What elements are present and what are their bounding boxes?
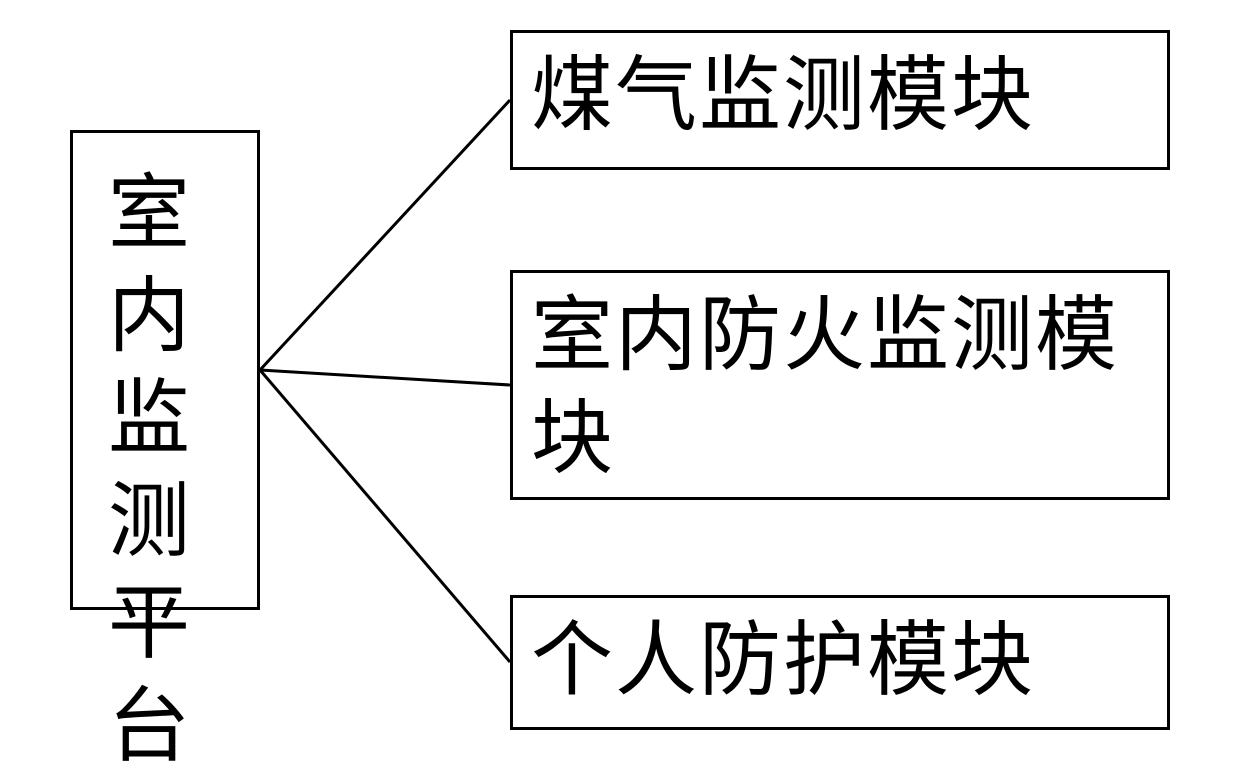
connector-line-3 (260, 370, 510, 662)
connector-line-1 (260, 100, 510, 370)
child-label-2: 室内防火监测模块 (531, 285, 1149, 490)
child-label-3: 个人防护模块 (531, 610, 1035, 713)
parent-label: 室内监测平台 (108, 163, 222, 778)
child-node-1: 煤气监测模块 (510, 30, 1170, 170)
child-label-1: 煤气监测模块 (531, 45, 1035, 148)
connector-line-2 (260, 370, 510, 385)
parent-node: 室内监测平台 (70, 130, 260, 610)
child-node-2: 室内防火监测模块 (510, 270, 1170, 500)
child-node-3: 个人防护模块 (510, 595, 1170, 730)
